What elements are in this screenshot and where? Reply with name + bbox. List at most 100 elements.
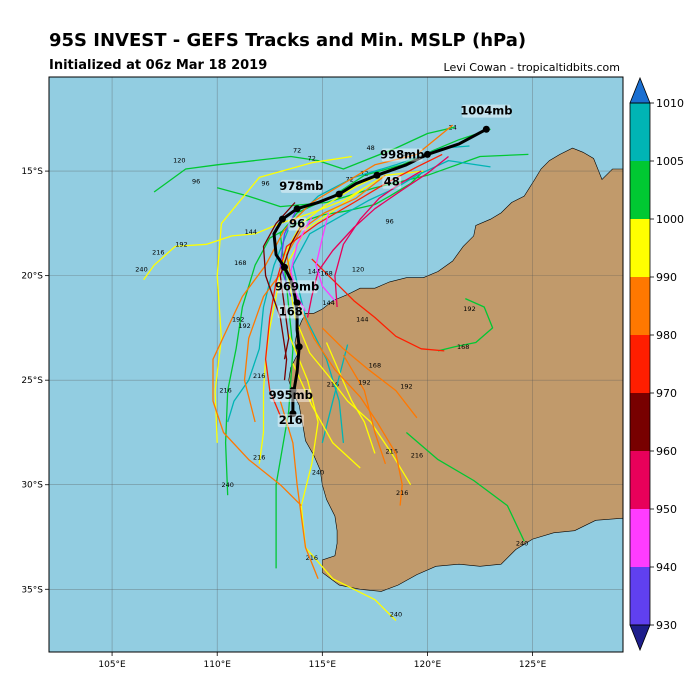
forecast-hour-label: 96 — [385, 217, 393, 225]
forecast-hour-label: 144 — [245, 228, 257, 236]
colorbar-label: 1005 — [656, 155, 684, 168]
forecast-hour-label: 48 — [402, 150, 410, 158]
forecast-hour-label: 192 — [463, 305, 475, 313]
member-track — [212, 124, 454, 507]
forecast-hour-label: 96 — [261, 180, 269, 188]
mean-track-marker — [293, 205, 301, 213]
colorbar-segment — [630, 219, 650, 277]
forecast-hour-label: 168 — [320, 270, 332, 278]
mean-label-box — [462, 104, 511, 118]
colorbar-segment — [630, 161, 650, 219]
lon-tick-label: 105°E — [98, 660, 126, 670]
colorbar-label: 960 — [656, 445, 677, 458]
colorbar-segment — [630, 335, 650, 393]
member-track — [321, 327, 418, 419]
colorbar-segment — [630, 451, 650, 509]
mean-track-label: 168 — [279, 304, 303, 318]
member-track — [279, 400, 319, 580]
mean-label-box — [382, 175, 402, 189]
member-track — [405, 432, 525, 542]
member-track — [306, 155, 449, 318]
lat-tick-label: 15°S — [21, 167, 43, 177]
member-track — [279, 208, 298, 297]
mean-track-marker — [482, 125, 490, 133]
mean-track-label: 216 — [279, 413, 303, 427]
forecast-hour-label: 168 — [234, 259, 246, 267]
colorbar-label: 1010 — [656, 97, 684, 110]
forecast-hour-label: 72 — [360, 169, 368, 177]
colorbar-segment — [630, 393, 650, 451]
forecast-hour-label: 216 — [253, 454, 265, 462]
mean-track-marker — [373, 171, 381, 179]
colorbar-extend-high — [629, 76, 651, 104]
member-track — [292, 159, 491, 443]
member-track — [258, 176, 376, 464]
member-track — [292, 363, 361, 469]
colorbar-label: 940 — [656, 561, 677, 574]
lat-tick-label: 25°S — [21, 376, 43, 386]
forecast-hour-label: 216 — [386, 447, 398, 455]
lon-tick-label: 120°E — [414, 660, 442, 670]
member-track — [262, 202, 296, 381]
member-track — [275, 128, 491, 569]
mean-label-box — [287, 217, 307, 231]
mean-track-marker — [278, 215, 286, 223]
lat-tick-label: 20°S — [21, 272, 43, 282]
lon-tick-label: 115°E — [309, 660, 337, 670]
mean-track-line — [272, 127, 488, 414]
forecast-hour-label: 192 — [232, 316, 244, 324]
forecast-hour-label: 144 — [308, 268, 320, 276]
forecast-hour-label: 216 — [219, 387, 231, 395]
colorbar-extend-low — [629, 624, 651, 652]
map-title: 95S INVEST - GEFS Tracks and Min. MSLP (… — [49, 30, 527, 51]
forecast-hour-label: 216 — [327, 380, 339, 388]
member-track — [264, 153, 443, 416]
forecast-hour-label: 144 — [356, 316, 368, 324]
init-time: Initialized at 06z Mar 18 2019 — [49, 58, 268, 73]
lat-tick-label: 35°S — [21, 585, 43, 595]
mean-track-marker — [335, 190, 343, 198]
mean-track-label: 978mb — [279, 179, 323, 193]
mean-track-label: 48 — [384, 175, 400, 189]
mean-track-label: 96 — [289, 217, 305, 231]
mean-track-label: 969mb — [275, 279, 319, 293]
forecast-hour-label: 168 — [457, 343, 469, 351]
credit-text: Levi Cowan - tropicaltidbits.com — [443, 61, 620, 74]
member-track — [342, 354, 387, 465]
mean-track-marker — [295, 343, 303, 351]
mean-track-marker — [289, 387, 297, 395]
forecast-hour-label: 240 — [516, 539, 528, 547]
lon-tick-label: 110°E — [204, 660, 232, 670]
mean-track-marker — [280, 263, 288, 271]
forecast-hour-label: 192 — [358, 378, 370, 386]
member-track — [279, 225, 302, 360]
forecast-hour-label: 120 — [173, 157, 185, 165]
colorbar-label: 990 — [656, 271, 677, 284]
member-track — [321, 344, 349, 444]
member-track — [243, 264, 288, 423]
forecast-hour-label: 192 — [400, 383, 412, 391]
member-track — [227, 145, 470, 423]
member-track — [311, 258, 445, 352]
forecast-hour-label: 168 — [369, 362, 381, 370]
lat-tick-label: 30°S — [21, 481, 43, 491]
mean-label-box — [270, 389, 312, 402]
mean-track-marker — [293, 299, 301, 307]
forecast-hour-label: 48 — [367, 144, 375, 152]
forecast-hour-label: 216 — [306, 554, 318, 562]
member-track — [437, 298, 494, 352]
forecast-hour-label: 216 — [396, 489, 408, 497]
forecast-hour-label: 144 — [322, 299, 334, 307]
forecast-hour-label: 216 — [152, 249, 164, 257]
forecast-hour-label: 192 — [238, 322, 250, 330]
colorbar-label: 980 — [656, 329, 677, 342]
colorbar-label: 950 — [656, 503, 677, 516]
member-track — [217, 153, 529, 208]
map-frame — [48, 76, 624, 653]
mean-track-label: 998mb — [380, 148, 424, 162]
lon-tick-label: 125°E — [519, 660, 547, 670]
forecast-hour-label: 240 — [312, 468, 324, 476]
pressure-colorbar: 930 940 950 960 970 980 990 1000 1005 1010 — [629, 76, 684, 652]
colorbar-segment — [630, 277, 650, 335]
colorbar-label: 970 — [656, 387, 677, 400]
